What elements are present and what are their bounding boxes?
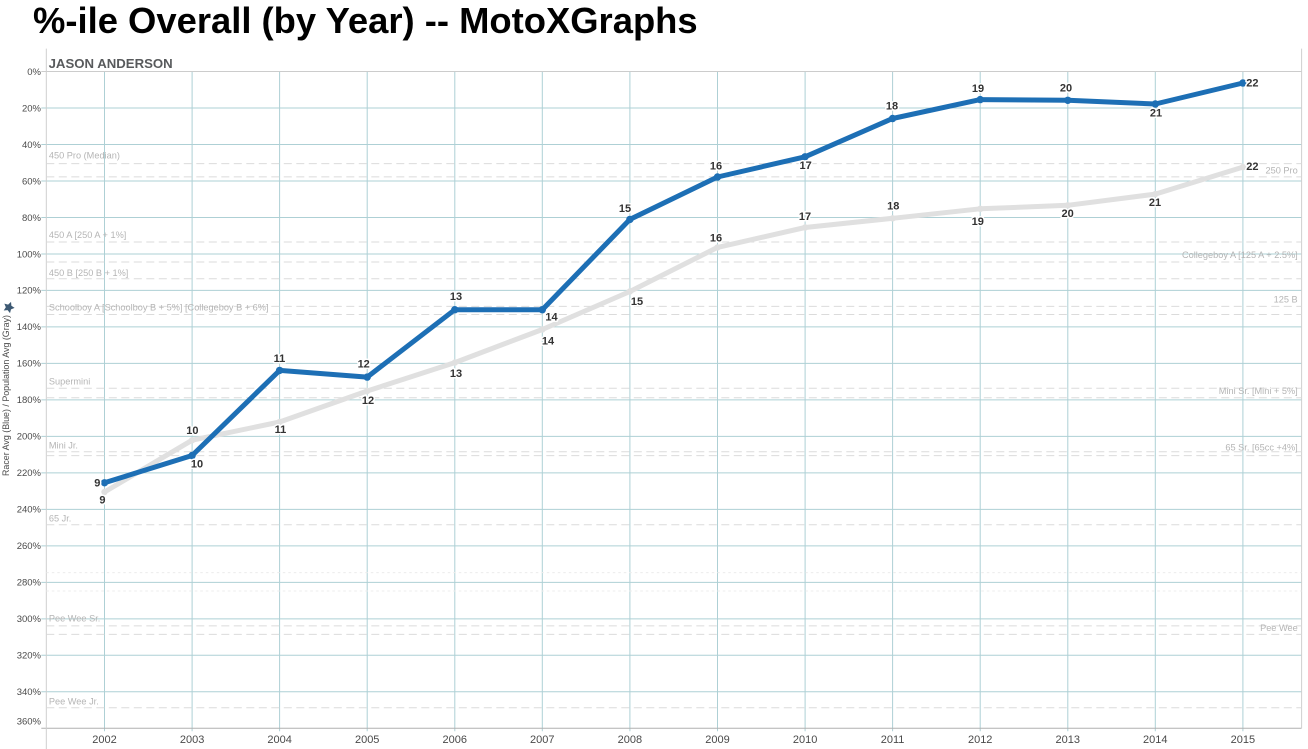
- svg-text:15: 15: [619, 203, 631, 215]
- svg-text:21: 21: [1149, 197, 1161, 209]
- svg-text:160%: 160%: [17, 359, 42, 370]
- svg-text:Collegeboy A [125 A + 2.5%]: Collegeboy A [125 A + 2.5%]: [1182, 250, 1298, 260]
- svg-text:2006: 2006: [443, 734, 467, 746]
- svg-text:Mini Jr.: Mini Jr.: [49, 440, 78, 450]
- svg-text:125 B: 125 B: [1274, 295, 1298, 305]
- svg-text:18: 18: [887, 201, 899, 213]
- svg-text:120%: 120%: [17, 286, 42, 297]
- svg-text:22: 22: [1246, 78, 1258, 90]
- svg-text:2004: 2004: [267, 734, 291, 746]
- svg-text:12: 12: [358, 359, 370, 371]
- svg-text:19: 19: [972, 216, 984, 228]
- svg-text:2007: 2007: [530, 734, 554, 746]
- svg-text:2012: 2012: [968, 734, 992, 746]
- svg-text:2003: 2003: [180, 734, 204, 746]
- svg-text:Schoolboy A [Schoolboy B + 5%]: Schoolboy A [Schoolboy B + 5%] [Collegeb…: [49, 302, 269, 312]
- svg-text:11: 11: [274, 353, 286, 365]
- svg-text:180%: 180%: [17, 395, 42, 406]
- svg-text:2015: 2015: [1231, 734, 1255, 746]
- svg-text:19: 19: [972, 83, 984, 95]
- svg-text:9: 9: [99, 495, 105, 507]
- svg-text:Pee Wee Jr.: Pee Wee Jr.: [49, 697, 99, 707]
- svg-text:16: 16: [710, 161, 722, 173]
- svg-text:17: 17: [799, 160, 811, 172]
- svg-text:Pee Wee: Pee Wee: [1260, 623, 1298, 633]
- svg-text:2014: 2014: [1143, 734, 1167, 746]
- svg-text:0%: 0%: [27, 67, 41, 78]
- svg-text:10: 10: [191, 459, 203, 471]
- svg-text:2002: 2002: [92, 734, 116, 746]
- svg-text:2013: 2013: [1056, 734, 1080, 746]
- svg-text:14: 14: [542, 336, 555, 348]
- svg-text:140%: 140%: [17, 322, 42, 333]
- svg-text:11: 11: [275, 424, 287, 436]
- svg-text:2010: 2010: [793, 734, 817, 746]
- svg-text:450 A [250 A + 1%]: 450 A [250 A + 1%]: [49, 230, 126, 240]
- svg-text:60%: 60%: [22, 176, 42, 187]
- svg-text:14: 14: [545, 312, 558, 324]
- svg-text:Mini Sr. [Mini + 5%]: Mini Sr. [Mini + 5%]: [1219, 386, 1298, 396]
- svg-text:250 Pro: 250 Pro: [1266, 165, 1298, 175]
- svg-text:300%: 300%: [17, 614, 42, 625]
- svg-text:100%: 100%: [17, 249, 42, 260]
- svg-text:20: 20: [1061, 208, 1073, 220]
- svg-text:2009: 2009: [705, 734, 729, 746]
- svg-text:Pee Wee Sr.: Pee Wee Sr.: [49, 614, 100, 624]
- svg-text:320%: 320%: [17, 651, 42, 662]
- svg-text:2011: 2011: [881, 734, 905, 746]
- svg-text:13: 13: [450, 291, 462, 303]
- svg-text:16: 16: [710, 233, 722, 245]
- svg-text:JASON ANDERSON: JASON ANDERSON: [49, 56, 173, 71]
- svg-text:20: 20: [1060, 82, 1072, 94]
- svg-text:Supermini: Supermini: [49, 377, 90, 387]
- svg-text:80%: 80%: [22, 213, 42, 224]
- svg-text:17: 17: [799, 211, 811, 223]
- svg-text:20%: 20%: [22, 103, 42, 114]
- svg-text:21: 21: [1150, 108, 1162, 120]
- svg-text:9: 9: [94, 477, 100, 489]
- svg-text:%-ile Overall (by Year) -- Mot: %-ile Overall (by Year) -- MotoXGraphs: [33, 0, 698, 41]
- svg-text:65 Jr.: 65 Jr.: [49, 514, 71, 524]
- svg-text:22: 22: [1246, 161, 1258, 173]
- svg-text:40%: 40%: [22, 140, 42, 151]
- svg-text:13: 13: [450, 368, 462, 380]
- svg-text:280%: 280%: [17, 578, 42, 589]
- svg-text:220%: 220%: [17, 468, 42, 479]
- svg-text:260%: 260%: [17, 541, 42, 552]
- svg-text:200%: 200%: [17, 432, 42, 443]
- svg-text:18: 18: [886, 101, 898, 113]
- svg-text:65 Sr. [65cc +4%]: 65 Sr. [65cc +4%]: [1225, 443, 1297, 453]
- svg-text:450 B [250 B + 1%]: 450 B [250 B + 1%]: [49, 268, 128, 278]
- svg-text:10: 10: [186, 425, 198, 437]
- svg-text:450 Pro (Median): 450 Pro (Median): [49, 151, 120, 161]
- svg-text:2005: 2005: [355, 734, 379, 746]
- svg-text:Racer Avg (Blue) / Population: Racer Avg (Blue) / Population Avg (Gray): [1, 315, 11, 476]
- svg-text:12: 12: [362, 395, 374, 407]
- svg-text:240%: 240%: [17, 505, 42, 516]
- svg-text:2008: 2008: [618, 734, 642, 746]
- svg-text:15: 15: [631, 296, 643, 308]
- svg-text:360%: 360%: [17, 717, 42, 728]
- svg-text:340%: 340%: [17, 687, 42, 698]
